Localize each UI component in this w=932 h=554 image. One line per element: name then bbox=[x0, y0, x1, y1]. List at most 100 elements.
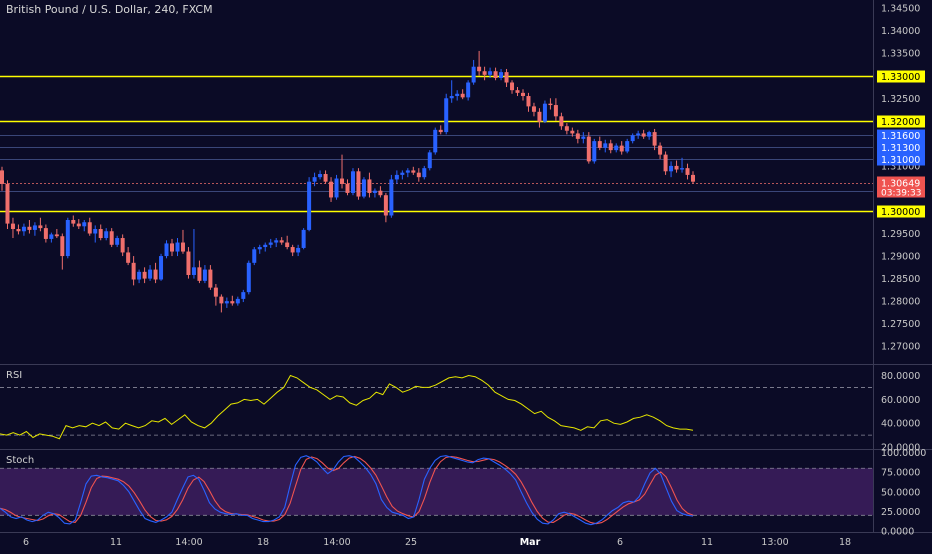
candle-body[interactable] bbox=[564, 126, 569, 131]
candle-body[interactable] bbox=[400, 172, 405, 175]
candle-body[interactable] bbox=[641, 133, 646, 137]
candle-body[interactable] bbox=[389, 179, 394, 216]
candle-body[interactable] bbox=[159, 256, 164, 280]
candle-body[interactable] bbox=[191, 267, 196, 275]
candle-body[interactable] bbox=[460, 93, 465, 98]
candle-body[interactable] bbox=[592, 141, 597, 162]
candle-body[interactable] bbox=[416, 172, 421, 178]
candle-body[interactable] bbox=[559, 116, 564, 127]
candle-body[interactable] bbox=[652, 132, 657, 146]
candle-body[interactable] bbox=[263, 244, 268, 248]
candle-body[interactable] bbox=[10, 223, 15, 230]
candle-body[interactable] bbox=[537, 111, 542, 122]
candle-body[interactable] bbox=[76, 223, 81, 227]
candle-body[interactable] bbox=[619, 145, 624, 152]
candle-body[interactable] bbox=[411, 170, 416, 173]
candle-body[interactable] bbox=[93, 229, 98, 234]
candle-body[interactable] bbox=[422, 168, 427, 178]
candle-body[interactable] bbox=[230, 301, 235, 304]
candle-body[interactable] bbox=[361, 179, 366, 197]
candle-body[interactable] bbox=[548, 103, 553, 106]
candle-body[interactable] bbox=[285, 242, 290, 248]
candle-body[interactable] bbox=[526, 96, 531, 107]
candle-body[interactable] bbox=[312, 177, 317, 182]
candle-body[interactable] bbox=[153, 269, 158, 280]
candle-body[interactable] bbox=[630, 135, 635, 142]
candle-body[interactable] bbox=[504, 72, 509, 83]
candle-body[interactable] bbox=[98, 229, 103, 239]
candle-body[interactable] bbox=[274, 240, 279, 243]
candle-body[interactable] bbox=[350, 171, 355, 193]
symbol-title[interactable]: British Pound / U.S. Dollar, 240, FXCM bbox=[6, 3, 213, 16]
candle-body[interactable] bbox=[180, 242, 185, 252]
candle-body[interactable] bbox=[318, 174, 323, 178]
candle-body[interactable] bbox=[290, 247, 295, 253]
candle-body[interactable] bbox=[0, 170, 4, 184]
candle-body[interactable] bbox=[658, 145, 663, 155]
candle-body[interactable] bbox=[433, 129, 438, 153]
candle-body[interactable] bbox=[5, 183, 10, 224]
rsi-label[interactable]: RSI bbox=[6, 370, 22, 381]
candle-body[interactable] bbox=[493, 71, 498, 78]
candle-body[interactable] bbox=[625, 141, 630, 152]
time-axis[interactable]: 6 11 14:00 18 14:00 25 Mar 6 11 13:00 18 bbox=[23, 537, 851, 548]
candle-body[interactable] bbox=[685, 168, 690, 175]
candle-body[interactable] bbox=[235, 298, 240, 304]
candle-body[interactable] bbox=[71, 219, 76, 224]
candle-body[interactable] bbox=[32, 225, 37, 230]
candle-body[interactable] bbox=[60, 236, 65, 257]
candle-body[interactable] bbox=[170, 243, 175, 252]
candle-body[interactable] bbox=[340, 178, 345, 184]
candle-body[interactable] bbox=[87, 222, 92, 234]
stoch-label[interactable]: Stoch bbox=[6, 455, 34, 466]
candle-body[interactable] bbox=[241, 292, 246, 299]
candle-body[interactable] bbox=[614, 145, 619, 151]
candle-body[interactable] bbox=[482, 71, 487, 75]
candle-body[interactable] bbox=[329, 181, 334, 198]
candle-body[interactable] bbox=[663, 154, 668, 172]
candle-body[interactable] bbox=[104, 231, 109, 239]
candle-body[interactable] bbox=[307, 181, 312, 230]
candle-body[interactable] bbox=[669, 165, 674, 172]
candle-body[interactable] bbox=[449, 96, 454, 99]
candle-body[interactable] bbox=[444, 98, 449, 133]
candle-body[interactable] bbox=[219, 296, 224, 304]
candle-body[interactable] bbox=[54, 234, 59, 237]
candle-body[interactable] bbox=[334, 178, 339, 198]
candle-body[interactable] bbox=[597, 141, 602, 148]
candle-body[interactable] bbox=[115, 238, 120, 245]
candle-body[interactable] bbox=[636, 133, 641, 136]
candle-body[interactable] bbox=[674, 165, 679, 170]
candle-body[interactable] bbox=[531, 106, 536, 112]
candle-body[interactable] bbox=[296, 247, 301, 253]
candle-body[interactable] bbox=[520, 92, 525, 97]
candle-body[interactable] bbox=[427, 152, 432, 169]
candle-body[interactable] bbox=[367, 179, 372, 193]
candle-body[interactable] bbox=[603, 143, 608, 148]
candle-body[interactable] bbox=[438, 129, 443, 133]
candle-body[interactable] bbox=[38, 225, 43, 229]
candle-body[interactable] bbox=[252, 249, 257, 263]
candle-body[interactable] bbox=[268, 242, 273, 245]
candle-body[interactable] bbox=[680, 168, 685, 170]
candle-body[interactable] bbox=[197, 267, 202, 281]
candle-body[interactable] bbox=[257, 247, 262, 250]
candle-body[interactable] bbox=[27, 226, 32, 230]
candle-body[interactable] bbox=[455, 93, 460, 97]
candle-body[interactable] bbox=[246, 262, 251, 293]
candle-body[interactable] bbox=[553, 105, 558, 117]
candle-body[interactable] bbox=[488, 71, 493, 75]
candle-body[interactable] bbox=[477, 66, 482, 72]
candle-body[interactable] bbox=[356, 171, 361, 197]
candle-body[interactable] bbox=[575, 133, 580, 139]
candle-body[interactable] bbox=[120, 238, 125, 253]
candle-body[interactable] bbox=[164, 243, 169, 257]
candle-body[interactable] bbox=[372, 190, 377, 193]
rsi-line[interactable] bbox=[0, 374, 694, 440]
candle-body[interactable] bbox=[131, 262, 136, 280]
candle-body[interactable] bbox=[49, 234, 54, 239]
candle-body[interactable] bbox=[82, 222, 87, 227]
candle-body[interactable] bbox=[466, 82, 471, 98]
candle-body[interactable] bbox=[499, 72, 504, 78]
